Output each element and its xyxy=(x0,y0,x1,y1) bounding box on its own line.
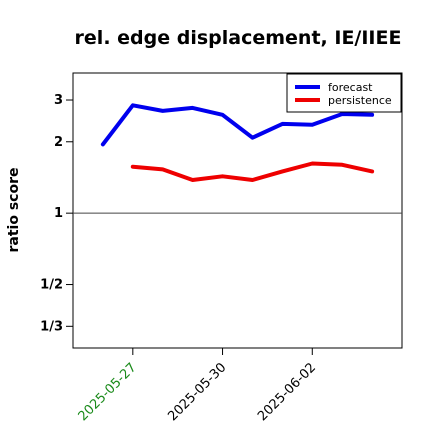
y-axis-label: ratio score xyxy=(6,168,22,253)
x-axis: 2025-05-27 2025-05-30 2025-06-02 xyxy=(76,348,319,424)
plot-frame xyxy=(72,72,403,349)
series-line-persistence xyxy=(130,161,375,182)
y-tick-label: 1 xyxy=(54,206,63,221)
x-tick-label: 2025-05-30 xyxy=(165,360,229,424)
series-layer xyxy=(100,103,375,182)
y-axis: 3 2 1 1/2 1/3 xyxy=(40,93,402,334)
legend-label-persistence: persistence xyxy=(328,94,392,107)
x-tick-label: 2025-05-27 xyxy=(76,360,140,424)
y-tick-label: 1/2 xyxy=(40,278,63,293)
series-line-forecast xyxy=(100,103,375,147)
y-tick-label: 3 xyxy=(54,93,63,108)
y-tick-label: 1/3 xyxy=(40,319,63,334)
legend-box xyxy=(286,73,402,113)
chart-title: rel. edge displacement, IE/IIEE xyxy=(75,27,402,49)
legend-label-forecast: forecast xyxy=(328,81,373,94)
y-tick-label: 2 xyxy=(54,135,63,150)
x-tick-label: 2025-06-02 xyxy=(255,360,319,424)
